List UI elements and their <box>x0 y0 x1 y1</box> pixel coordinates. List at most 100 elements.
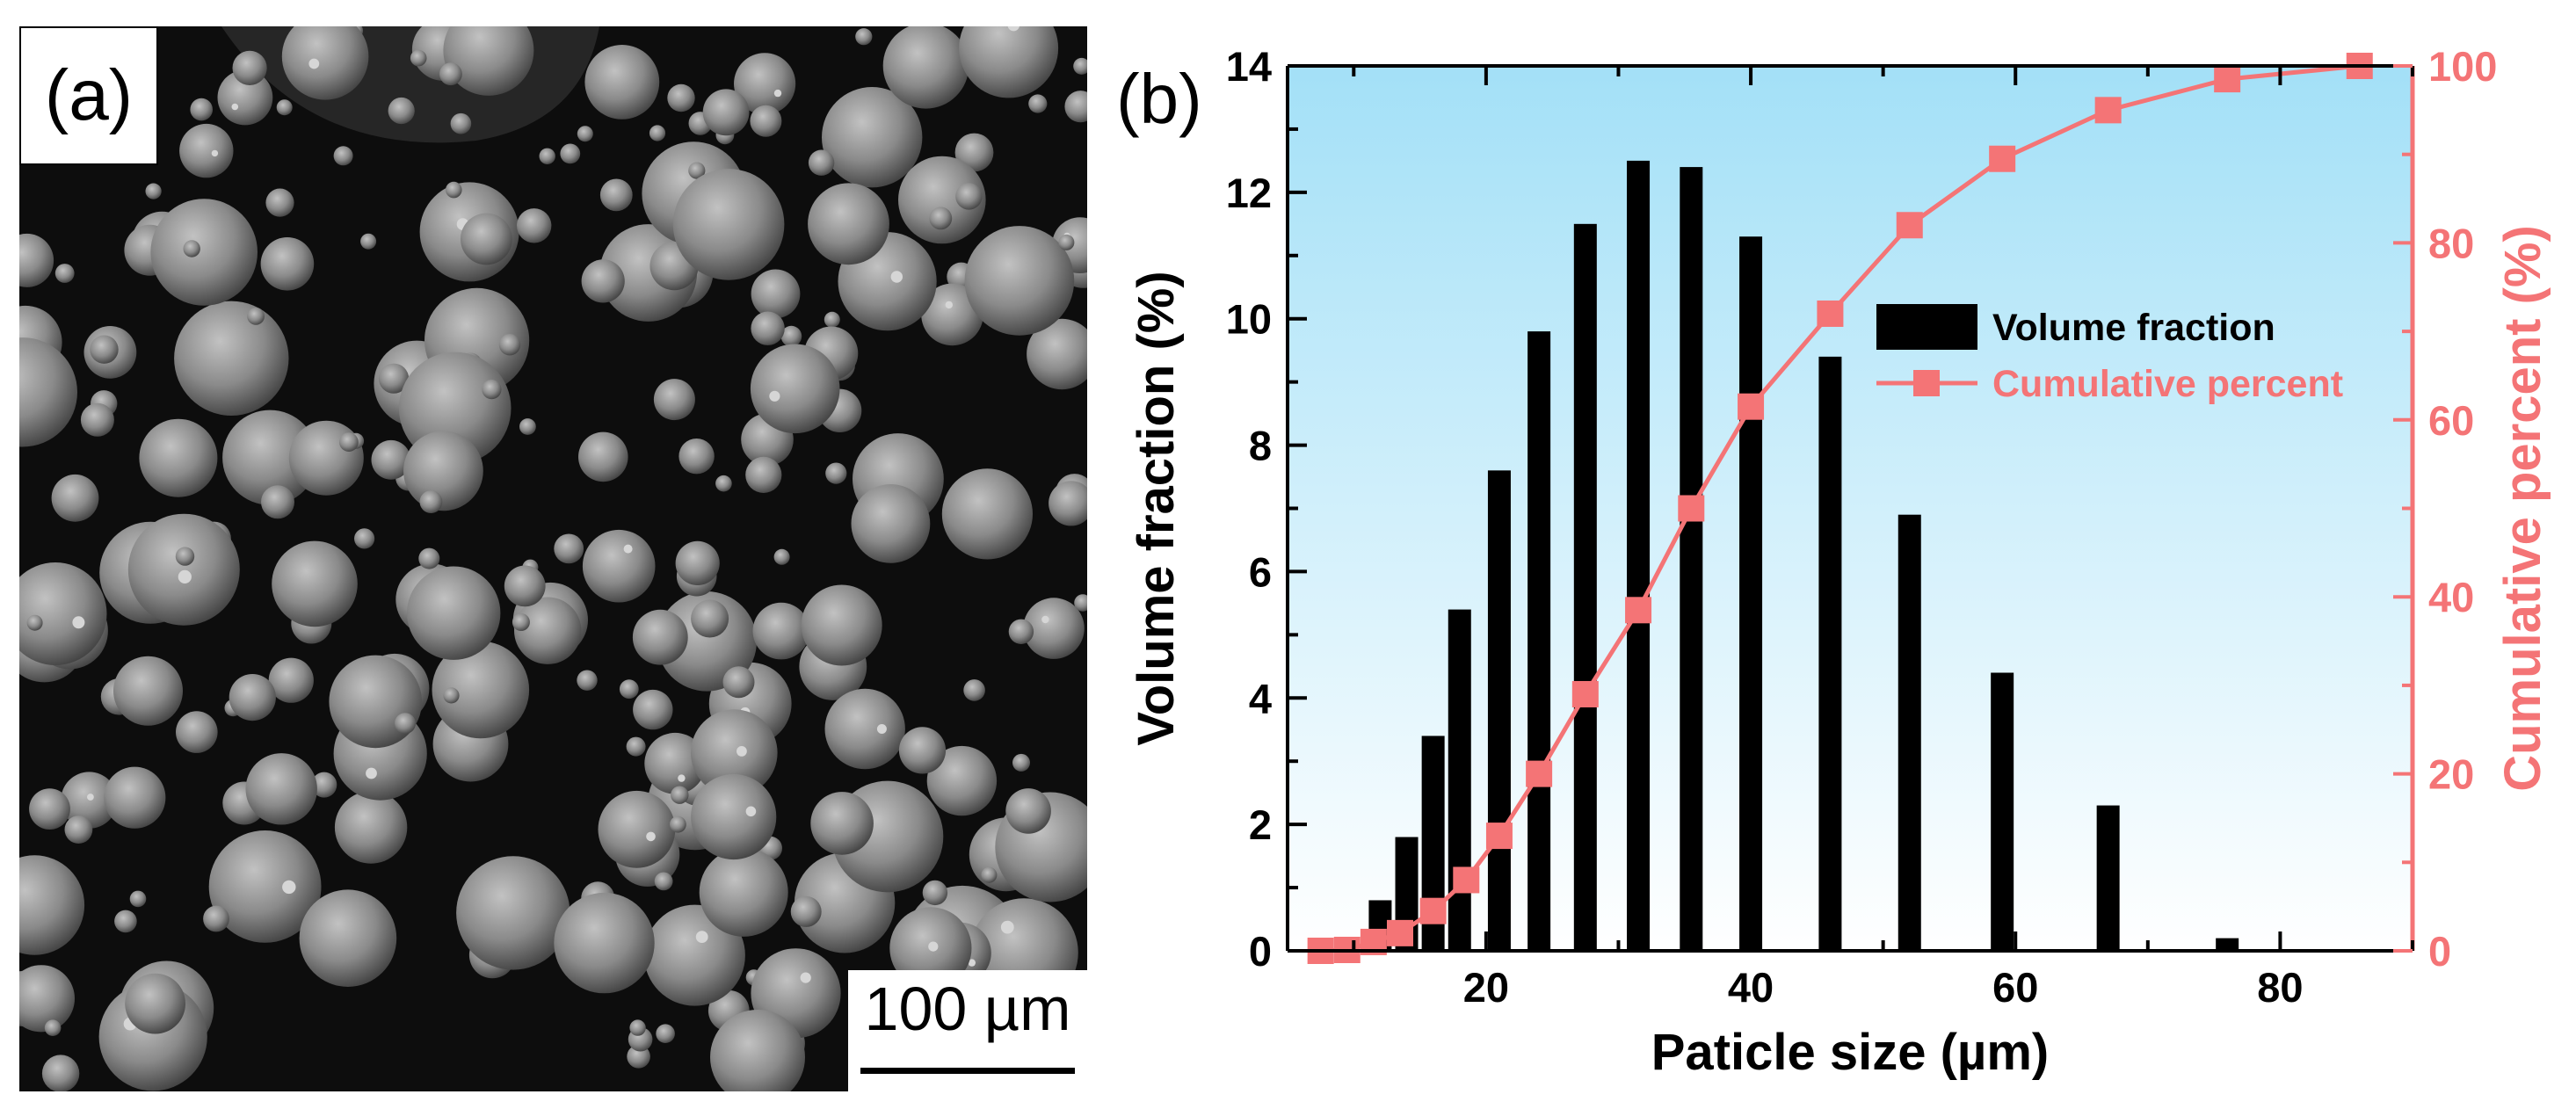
powder-particle <box>176 711 218 753</box>
powder-particle <box>1027 318 1087 390</box>
satellite-particle <box>72 616 85 629</box>
scale-bar <box>860 1068 1075 1074</box>
powder-particle <box>678 439 715 475</box>
y2-tick-label: 0 <box>2428 928 2451 975</box>
powder-particle <box>339 432 359 452</box>
powder-particle <box>403 431 483 511</box>
satellite-particle <box>745 806 757 817</box>
satellite-particle <box>769 390 780 402</box>
powder-particle <box>311 772 337 798</box>
satellite-particle <box>890 271 903 283</box>
powder-particle <box>378 363 410 394</box>
powder-particle <box>247 308 265 325</box>
satellite-particle <box>211 149 219 157</box>
volume-fraction-bar <box>2096 805 2120 951</box>
powder-particle <box>19 965 75 1033</box>
y-tick-label: 4 <box>1249 675 1272 721</box>
powder-particle <box>410 49 427 67</box>
powder-particle <box>964 226 1075 336</box>
powder-particle <box>921 283 983 346</box>
powder-particle <box>443 687 460 704</box>
powder-particle <box>139 418 218 497</box>
satellite-particle <box>308 58 320 69</box>
powder-particle <box>955 183 983 210</box>
powder-particle <box>824 688 905 770</box>
powder-particle <box>450 112 472 134</box>
powder-particle <box>129 890 147 908</box>
satellite-particle <box>1000 920 1014 934</box>
sem-micrograph-panel: (a) 100 µm <box>19 26 1087 1091</box>
powder-particle <box>498 334 521 356</box>
legend-label-cumulative: Cumulative percent <box>1992 363 2343 405</box>
satellite-particle <box>945 301 954 309</box>
powder-particle <box>517 208 552 243</box>
powder-particle <box>113 656 183 726</box>
satellite-particle <box>800 972 811 983</box>
powder-particle <box>582 529 656 603</box>
particle-size-chart: 20 40 60 80 0 2 4 6 8 10 12 14 0 20 40 60 80 100 Volume f… <box>1116 43 2551 1081</box>
powder-particle <box>217 69 273 126</box>
powder-particle <box>644 732 707 794</box>
powder-particle <box>599 178 633 212</box>
powder-particle <box>183 240 200 257</box>
legend-marker-cumulative <box>1913 370 1940 396</box>
powder-particles <box>19 26 1087 1091</box>
powder-particle <box>265 188 294 217</box>
legend-swatch-volume-fraction <box>1876 304 1977 350</box>
satellite-particle <box>773 89 782 98</box>
powder-particle <box>354 528 375 549</box>
powder-particle <box>790 895 822 927</box>
y-tick-label: 10 <box>1226 296 1272 343</box>
powder-particle <box>941 468 1033 560</box>
satellite-particle <box>646 831 656 842</box>
powder-particle <box>222 410 318 505</box>
x-tick-label: 20 <box>1463 964 1509 1011</box>
powder-particle <box>959 26 1059 98</box>
powder-particle <box>104 766 166 829</box>
cumulative-percent-marker <box>1896 212 1923 239</box>
powder-particle <box>114 910 137 933</box>
y-tick-label: 14 <box>1226 43 1272 90</box>
volume-fraction-bar <box>1573 223 1597 952</box>
satellite-particle <box>1007 26 1020 32</box>
powder-particle <box>699 847 788 937</box>
powder-particle <box>127 513 240 626</box>
powder-particle <box>671 786 689 804</box>
axes: 20 40 60 80 0 2 4 6 8 10 12 14 0 20 40 60 80 100 <box>1226 43 2498 1011</box>
powder-particle <box>643 904 745 1006</box>
y-tick-label: 2 <box>1249 801 1272 848</box>
volume-fraction-bar <box>1818 356 1842 951</box>
powder-particle <box>1023 598 1085 659</box>
cumulative-percent-marker <box>2214 66 2241 93</box>
powder-particle <box>929 207 953 230</box>
x-tick-label: 80 <box>2257 964 2303 1011</box>
powder-particle <box>632 609 688 665</box>
cumulative-percent-marker <box>1989 145 2016 172</box>
satellite-particle <box>737 746 747 757</box>
powder-particle <box>926 745 998 816</box>
powder-particle <box>388 97 415 125</box>
powder-particle <box>232 50 267 85</box>
powder-particle <box>29 788 70 830</box>
powder-particle <box>654 872 673 891</box>
powder-particle <box>514 597 582 664</box>
powder-particle <box>179 123 234 178</box>
powder-particle <box>810 792 874 855</box>
powder-particle <box>272 540 358 627</box>
powder-particle <box>419 490 443 513</box>
powder-particle <box>619 679 639 699</box>
powder-particle <box>456 856 570 970</box>
powder-particle <box>560 143 581 164</box>
powder-particle <box>633 689 673 730</box>
powder-particle <box>1005 788 1051 834</box>
powder-particle <box>1049 481 1087 526</box>
cumulative-percent-marker <box>1453 866 1480 894</box>
cumulative-percent-marker <box>1738 393 1765 420</box>
powder-particle <box>407 566 501 660</box>
y-tick-label: 12 <box>1226 170 1272 216</box>
powder-particle <box>1012 753 1030 772</box>
satellite-particle <box>623 544 633 554</box>
satellite-particle <box>928 941 939 952</box>
powder-particle <box>824 311 840 328</box>
powder-particle <box>882 26 969 109</box>
